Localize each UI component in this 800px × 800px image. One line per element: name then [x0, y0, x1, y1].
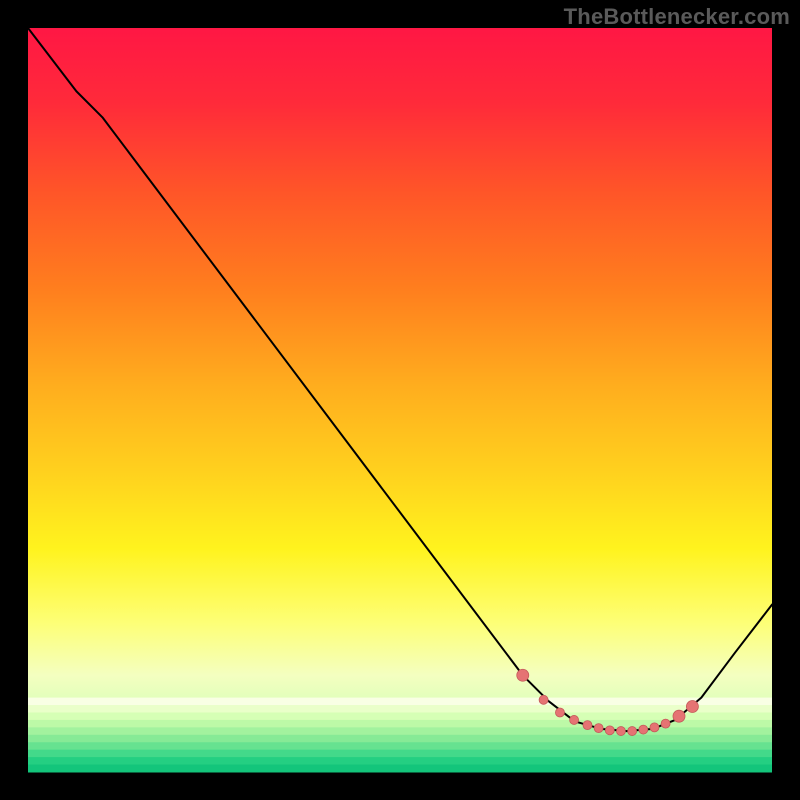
curve-marker [650, 723, 659, 732]
green-band-stripe [28, 712, 772, 720]
curve-marker [639, 725, 648, 734]
chart-root: TheBottlenecker.com [0, 0, 800, 800]
curve-marker [661, 719, 670, 728]
green-band-stripe [28, 742, 772, 750]
curve-marker [583, 721, 592, 730]
green-band-stripe [28, 727, 772, 735]
plot-background [28, 28, 772, 772]
curve-marker [517, 669, 529, 681]
chart-svg [0, 0, 800, 800]
green-band-stripe [28, 757, 772, 765]
curve-marker [555, 708, 564, 717]
green-band-stripe [28, 735, 772, 743]
curve-marker [628, 727, 637, 736]
green-band-stripe [28, 698, 772, 706]
green-band-stripe [28, 705, 772, 713]
green-band-stripe [28, 765, 772, 773]
curve-marker [539, 695, 548, 704]
curve-marker [616, 727, 625, 736]
curve-marker [686, 701, 698, 713]
curve-marker [673, 710, 685, 722]
green-band-stripe [28, 750, 772, 758]
curve-marker [594, 724, 603, 733]
curve-marker [605, 726, 614, 735]
curve-marker [570, 715, 579, 724]
